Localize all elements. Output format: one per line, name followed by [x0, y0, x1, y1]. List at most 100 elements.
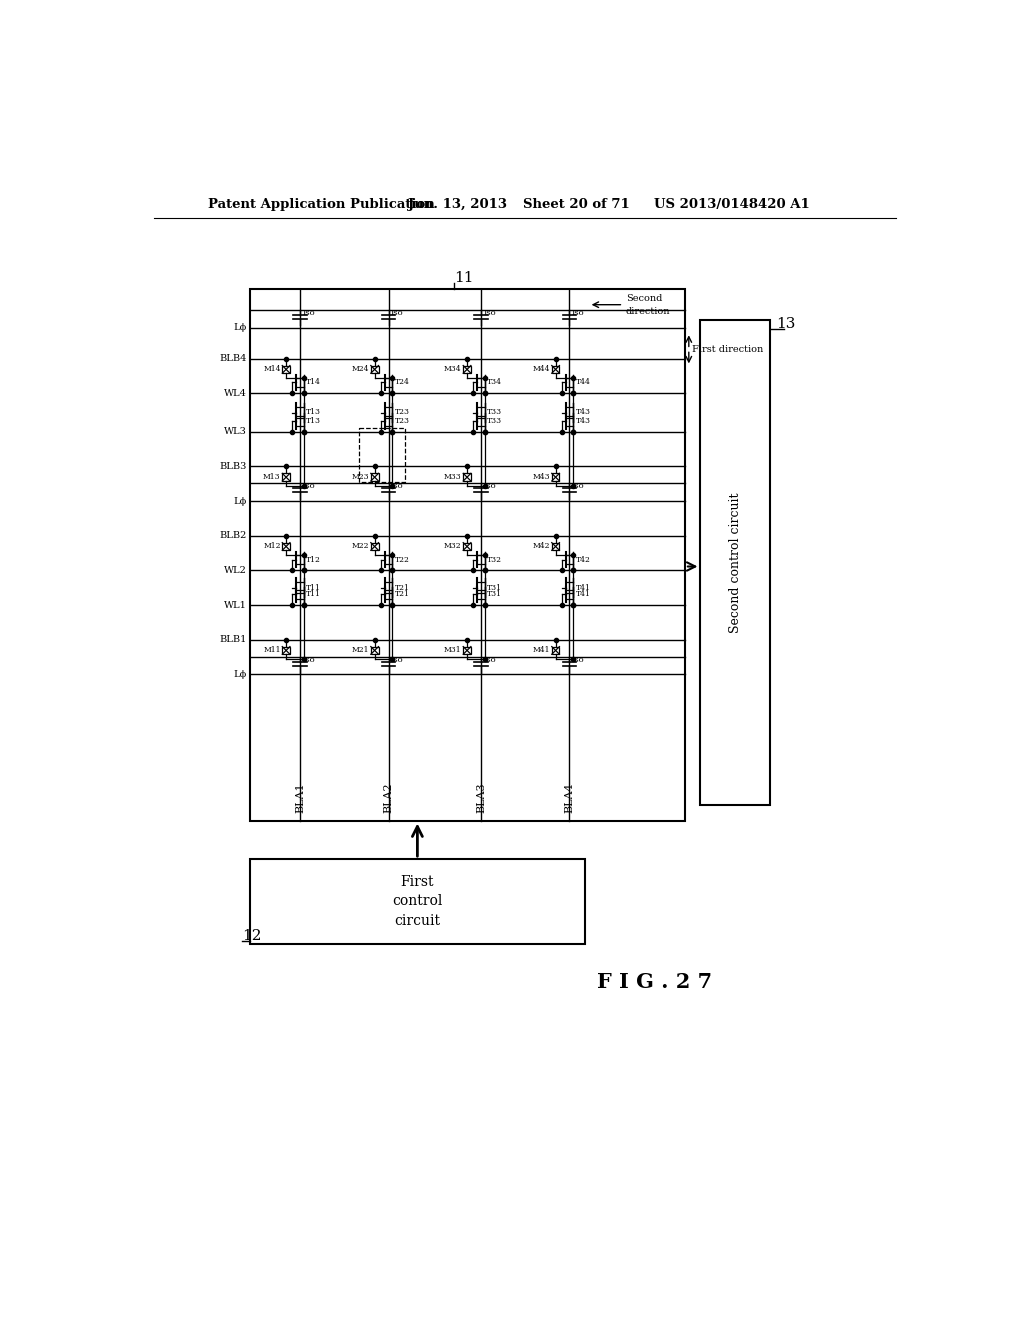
- Text: M22: M22: [352, 543, 370, 550]
- Text: WL2: WL2: [224, 566, 247, 574]
- Text: T41: T41: [575, 583, 591, 591]
- Bar: [463, 543, 471, 550]
- Text: Lϕ: Lϕ: [233, 496, 247, 506]
- Text: T43: T43: [575, 408, 591, 417]
- Text: M31: M31: [444, 647, 462, 655]
- Text: T24: T24: [394, 379, 410, 387]
- Text: T11: T11: [306, 583, 321, 591]
- Text: M21: M21: [352, 647, 370, 655]
- Text: WL3: WL3: [224, 428, 247, 436]
- Bar: [552, 647, 559, 655]
- Text: US 2013/0148420 A1: US 2013/0148420 A1: [654, 198, 810, 211]
- Text: Iso: Iso: [391, 656, 403, 664]
- Bar: [463, 647, 471, 655]
- Text: T43: T43: [575, 417, 591, 425]
- Text: T33: T33: [487, 408, 502, 417]
- Bar: [552, 474, 559, 480]
- Text: BLA4: BLA4: [564, 783, 574, 813]
- Text: M34: M34: [444, 366, 462, 374]
- Text: First
control
circuit: First control circuit: [392, 875, 442, 928]
- Text: First direction: First direction: [692, 345, 763, 354]
- Text: Iso: Iso: [571, 482, 585, 491]
- Text: T23: T23: [394, 408, 410, 417]
- Text: BLB4: BLB4: [219, 354, 247, 363]
- Bar: [700, 321, 770, 805]
- Text: BLB1: BLB1: [219, 635, 247, 644]
- Bar: [463, 474, 471, 480]
- Text: M13: M13: [263, 473, 281, 482]
- Text: T33: T33: [487, 417, 502, 425]
- Text: T42: T42: [575, 556, 591, 564]
- Bar: [371, 647, 379, 655]
- Bar: [283, 647, 290, 655]
- Text: BLB2: BLB2: [219, 531, 247, 540]
- Text: 13: 13: [776, 317, 796, 331]
- Text: Iso: Iso: [391, 482, 403, 491]
- Text: M41: M41: [532, 647, 550, 655]
- Text: Iso: Iso: [571, 309, 585, 317]
- Text: Second: Second: [626, 294, 663, 304]
- Text: Lϕ: Lϕ: [233, 323, 247, 333]
- Text: Iso: Iso: [302, 656, 315, 664]
- Text: T44: T44: [575, 379, 591, 387]
- Text: T14: T14: [306, 379, 321, 387]
- Text: BLA2: BLA2: [384, 783, 393, 813]
- Text: 11: 11: [454, 271, 473, 285]
- Text: WL4: WL4: [224, 389, 247, 397]
- Bar: [283, 474, 290, 480]
- Bar: [359, 428, 406, 482]
- Text: 12: 12: [243, 929, 262, 942]
- Text: T41: T41: [575, 590, 591, 598]
- Text: BLB3: BLB3: [219, 462, 247, 471]
- Bar: [250, 289, 685, 821]
- Bar: [371, 543, 379, 550]
- Text: Iso: Iso: [483, 482, 496, 491]
- Text: T13: T13: [306, 417, 322, 425]
- Text: F I G . 2 7: F I G . 2 7: [597, 973, 712, 993]
- Text: Iso: Iso: [483, 309, 496, 317]
- Text: Second control circuit: Second control circuit: [728, 492, 741, 632]
- Text: T21: T21: [394, 590, 410, 598]
- Text: T21: T21: [394, 583, 410, 591]
- Text: Jun. 13, 2013: Jun. 13, 2013: [408, 198, 507, 211]
- Text: M42: M42: [532, 543, 550, 550]
- Text: M24: M24: [352, 366, 370, 374]
- Bar: [371, 474, 379, 480]
- Text: M44: M44: [532, 366, 550, 374]
- Text: Iso: Iso: [571, 656, 585, 664]
- Text: T34: T34: [487, 379, 502, 387]
- Bar: [283, 543, 290, 550]
- Bar: [250, 859, 585, 944]
- Text: Lϕ: Lϕ: [233, 669, 247, 678]
- Text: Iso: Iso: [302, 309, 315, 317]
- Text: M33: M33: [444, 473, 462, 482]
- Text: M12: M12: [263, 543, 281, 550]
- Text: T31: T31: [487, 590, 502, 598]
- Text: WL1: WL1: [224, 601, 247, 610]
- Bar: [552, 543, 559, 550]
- Text: M14: M14: [263, 366, 281, 374]
- Text: T23: T23: [394, 417, 410, 425]
- Text: BLA3: BLA3: [476, 783, 486, 813]
- Bar: [371, 366, 379, 374]
- Text: T31: T31: [487, 583, 502, 591]
- Bar: [552, 366, 559, 374]
- Bar: [463, 366, 471, 374]
- Bar: [283, 366, 290, 374]
- Text: Iso: Iso: [391, 309, 403, 317]
- Text: T12: T12: [306, 556, 321, 564]
- Text: T11: T11: [306, 590, 321, 598]
- Text: BLA1: BLA1: [295, 783, 305, 813]
- Text: M23: M23: [351, 473, 370, 482]
- Text: Iso: Iso: [302, 482, 315, 491]
- Text: T32: T32: [487, 556, 502, 564]
- Text: Iso: Iso: [483, 656, 496, 664]
- Text: Patent Application Publication: Patent Application Publication: [208, 198, 434, 211]
- Text: Sheet 20 of 71: Sheet 20 of 71: [523, 198, 630, 211]
- Text: M11: M11: [263, 647, 281, 655]
- Text: M43: M43: [532, 473, 550, 482]
- Text: M32: M32: [444, 543, 462, 550]
- Text: T13: T13: [306, 408, 322, 417]
- Text: T22: T22: [394, 556, 410, 564]
- Text: direction: direction: [626, 308, 670, 315]
